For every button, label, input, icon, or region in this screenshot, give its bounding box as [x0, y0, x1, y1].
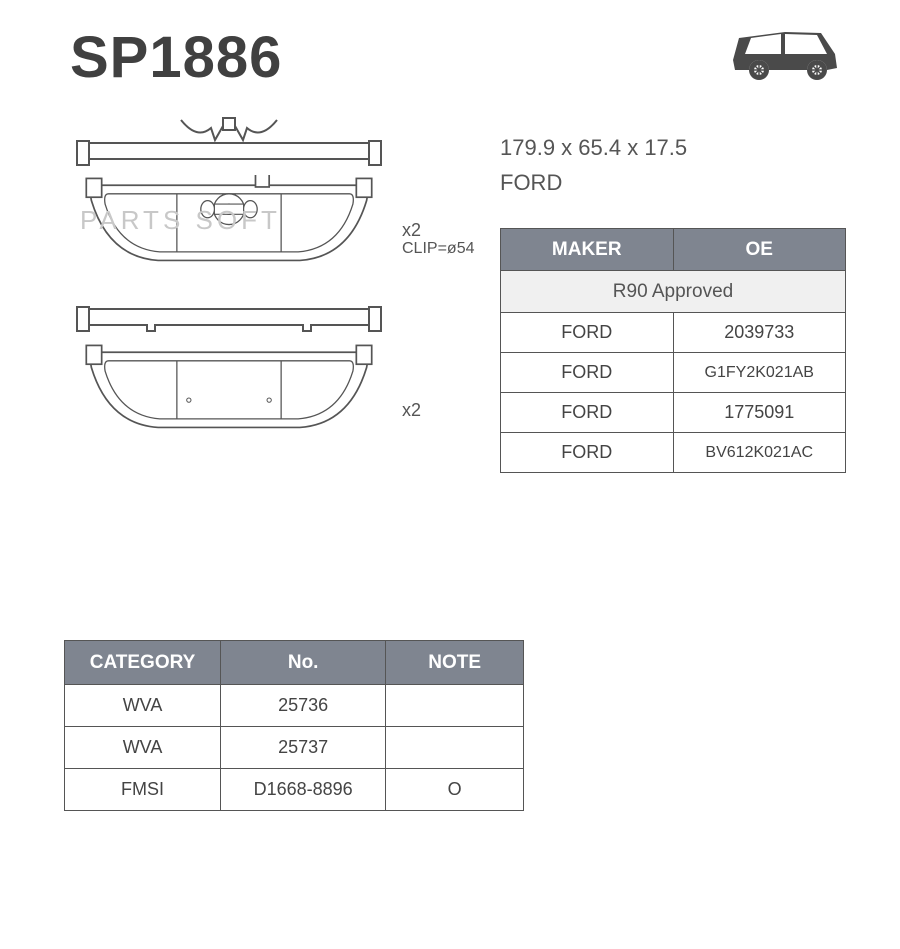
cat-header-note: NOTE	[386, 641, 524, 685]
oe-header-maker: MAKER	[501, 229, 674, 271]
table-row: FORD 1775091	[501, 393, 846, 433]
part-number-title: SP1886	[70, 24, 282, 91]
cat-header-category: CATEGORY	[65, 641, 221, 685]
table-row: FORD BV612K021AC	[501, 433, 846, 473]
watermark-text: PARTS SOFT	[80, 205, 281, 236]
oe-number-cell: 1775091	[673, 393, 846, 433]
r90-approved-cell: R90 Approved	[501, 271, 846, 313]
cat-note-cell: O	[386, 769, 524, 811]
vehicle-icon	[725, 20, 845, 90]
cat-category-cell: WVA	[65, 727, 221, 769]
cat-no-cell: D1668-8896	[221, 769, 386, 811]
table-row: FORD 2039733	[501, 313, 846, 353]
cat-no-cell: 25737	[221, 727, 386, 769]
oe-cross-reference-table: R90 Approved MAKER OE FORD 2039733 FORD …	[500, 228, 846, 473]
table-row: FMSI D1668-8896 O	[65, 769, 524, 811]
table-row: FORD G1FY2K021AB	[501, 353, 846, 393]
oe-maker-cell: FORD	[501, 393, 674, 433]
brand-text: FORD	[500, 170, 562, 196]
cat-category-cell: FMSI	[65, 769, 221, 811]
oe-number-cell: G1FY2K021AB	[673, 353, 846, 393]
clip-label: CLIP=ø54	[402, 240, 474, 258]
oe-maker-cell: FORD	[501, 353, 674, 393]
oe-number-cell: BV612K021AC	[673, 433, 846, 473]
cat-note-cell	[386, 685, 524, 727]
cat-no-cell: 25736	[221, 685, 386, 727]
cat-note-cell	[386, 727, 524, 769]
brake-pad-diagram: x2 CLIP=ø54 x2	[64, 120, 424, 550]
oe-maker-cell: FORD	[501, 433, 674, 473]
oe-header-oe: OE	[673, 229, 846, 271]
dimensions-text: 179.9 x 65.4 x 17.5	[500, 135, 687, 161]
cat-category-cell: WVA	[65, 685, 221, 727]
category-table: CATEGORY No. NOTE WVA 25736 WVA 25737 FM…	[64, 640, 524, 811]
oe-maker-cell: FORD	[501, 313, 674, 353]
cat-header-no: No.	[221, 641, 386, 685]
table-row: WVA 25737	[65, 727, 524, 769]
qty-label-top: x2	[402, 220, 421, 241]
table-row: WVA 25736	[65, 685, 524, 727]
oe-number-cell: 2039733	[673, 313, 846, 353]
qty-label-bottom: x2	[402, 400, 421, 421]
